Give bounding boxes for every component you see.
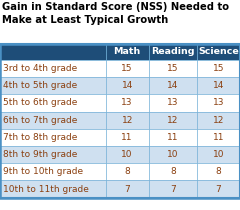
Bar (197, 163, 240, 180)
Text: 8: 8 (124, 167, 130, 176)
Text: 6th to 7th grade: 6th to 7th grade (3, 116, 77, 125)
Bar (106, 77, 149, 94)
Text: 3rd to 4th grade: 3rd to 4th grade (3, 64, 77, 73)
Bar (0, 180, 106, 198)
Bar (0, 44, 240, 198)
Text: 10: 10 (167, 150, 179, 159)
Bar (197, 180, 240, 198)
Text: 14: 14 (121, 81, 133, 90)
Text: 7: 7 (216, 185, 221, 193)
Bar (106, 94, 149, 112)
Bar (197, 129, 240, 146)
Text: Math: Math (114, 47, 141, 56)
Bar (0, 44, 240, 198)
Bar (149, 129, 197, 146)
Bar (149, 163, 197, 180)
Bar (106, 180, 149, 198)
Text: 10: 10 (121, 150, 133, 159)
Text: 13: 13 (167, 98, 179, 107)
Text: 5th to 6th grade: 5th to 6th grade (3, 98, 77, 107)
Bar (197, 94, 240, 112)
Bar (149, 146, 197, 163)
Bar (0, 60, 106, 77)
Text: 13: 13 (213, 98, 224, 107)
Bar (106, 60, 149, 77)
Bar (106, 146, 149, 163)
Text: 11: 11 (121, 133, 133, 142)
Bar (149, 44, 197, 60)
Text: Gain in Standard Score (NSS) Needed to
Make at Least Typical Growth: Gain in Standard Score (NSS) Needed to M… (2, 2, 229, 25)
Text: 12: 12 (167, 116, 179, 125)
Text: 15: 15 (121, 64, 133, 73)
Bar (149, 94, 197, 112)
Text: 11: 11 (167, 133, 179, 142)
Text: 12: 12 (213, 116, 224, 125)
Text: 8: 8 (170, 167, 176, 176)
Bar (149, 60, 197, 77)
Text: 7: 7 (124, 185, 130, 193)
Text: 10: 10 (213, 150, 224, 159)
Bar (149, 77, 197, 94)
Text: 14: 14 (213, 81, 224, 90)
Text: 7: 7 (170, 185, 176, 193)
Text: 15: 15 (213, 64, 224, 73)
Bar (197, 112, 240, 129)
Text: 13: 13 (121, 98, 133, 107)
Bar (0, 129, 106, 146)
Bar (106, 112, 149, 129)
Text: 15: 15 (167, 64, 179, 73)
Bar (0, 77, 106, 94)
Text: Reading: Reading (151, 47, 195, 56)
Text: 8th to 9th grade: 8th to 9th grade (3, 150, 77, 159)
Bar (0, 163, 106, 180)
Bar (106, 129, 149, 146)
Text: 14: 14 (167, 81, 179, 90)
Bar (149, 180, 197, 198)
Bar (0, 112, 106, 129)
Text: 7th to 8th grade: 7th to 8th grade (3, 133, 77, 142)
Bar (0, 44, 106, 60)
Text: Science: Science (198, 47, 239, 56)
Text: 12: 12 (121, 116, 133, 125)
Bar (106, 44, 149, 60)
Bar (197, 44, 240, 60)
Bar (149, 112, 197, 129)
Text: 8: 8 (216, 167, 221, 176)
Text: 9th to 10th grade: 9th to 10th grade (3, 167, 83, 176)
Text: 11: 11 (213, 133, 224, 142)
Bar (197, 60, 240, 77)
Bar (0, 94, 106, 112)
Text: 10th to 11th grade: 10th to 11th grade (3, 185, 89, 193)
Bar (197, 77, 240, 94)
Bar (197, 146, 240, 163)
Bar (0, 146, 106, 163)
Text: 4th to 5th grade: 4th to 5th grade (3, 81, 77, 90)
Bar (106, 163, 149, 180)
